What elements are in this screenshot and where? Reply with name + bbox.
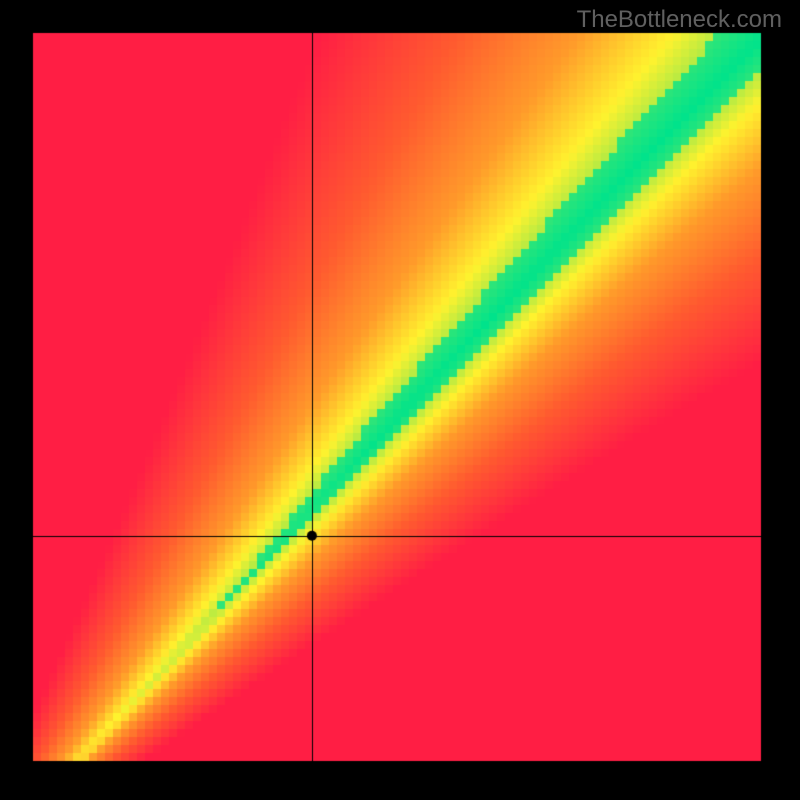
watermark-text: TheBottleneck.com — [577, 6, 782, 34]
heatmap-canvas — [0, 0, 800, 800]
chart-container: TheBottleneck.com — [0, 0, 800, 800]
